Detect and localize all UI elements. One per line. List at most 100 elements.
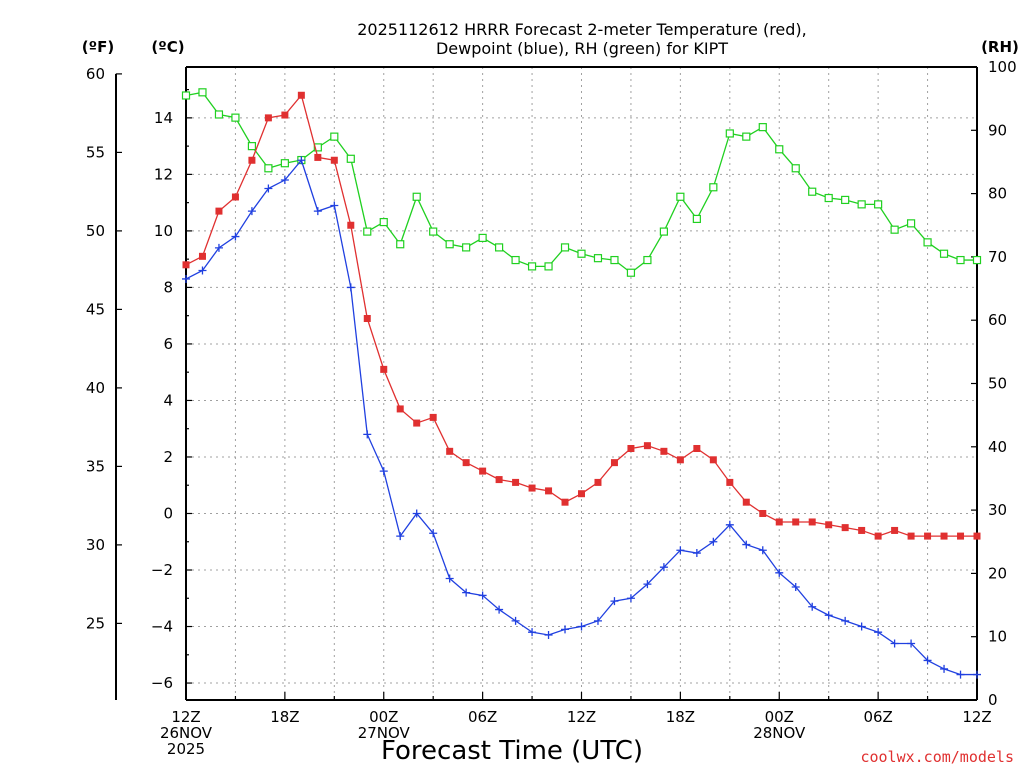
temperature-point (198, 252, 206, 260)
dewpoint-point (973, 670, 981, 679)
temperature-point (495, 476, 503, 484)
dewpoint-point (313, 207, 322, 216)
dewpoint-point (247, 207, 256, 216)
rh-point (692, 214, 701, 224)
rh-point (841, 195, 850, 205)
temperature-point (479, 467, 487, 475)
dewpoint-point (478, 591, 487, 600)
dewpoint-point (824, 611, 833, 620)
temperature-point (545, 487, 553, 495)
dewpoint-point (445, 574, 454, 583)
rh-point (280, 159, 289, 168)
x-tick-label: 12Z (171, 708, 200, 726)
temperature-point (874, 532, 882, 540)
temperature-point (396, 405, 404, 413)
dewpoint-point (297, 156, 306, 165)
temperature-point (248, 156, 256, 164)
rh-tick-label: 10 (988, 628, 1007, 646)
temperature-point (726, 478, 734, 486)
dewpoint-point (610, 597, 619, 606)
celsius-tick-label: 4 (163, 391, 173, 409)
dewpoint-point (182, 274, 190, 283)
temperature-point (957, 532, 965, 540)
celsius-tick-label: 2 (163, 448, 173, 466)
rh-point (560, 243, 570, 252)
rh-tick-label: 70 (988, 248, 1007, 266)
dewpoint-point (593, 616, 602, 625)
x-axis-title: Forecast Time (UTC) (381, 736, 643, 766)
x-tick-label: 27NOV (358, 724, 411, 742)
celsius-tick-label: 14 (154, 109, 173, 127)
rh-point (890, 225, 899, 234)
chart-title-line-1: 2025112612 HRRR Forecast 2-meter Tempera… (357, 20, 807, 39)
rh-point (181, 91, 191, 100)
temperature-point (973, 532, 981, 540)
celsius-tick-label: 6 (163, 335, 173, 353)
temperature-point (264, 114, 272, 122)
rh-point (593, 254, 603, 263)
dewpoint-point (890, 639, 899, 648)
temperature-point (792, 518, 800, 526)
celsius-unit-label: (ºC) (151, 38, 184, 56)
temperature-point (578, 490, 585, 498)
dewpoint-line (185, 158, 977, 676)
fahrenheit-tick-label: 60 (86, 65, 105, 83)
fahrenheit-tick-label: 45 (86, 300, 105, 318)
fahrenheit-tick-label: 55 (86, 143, 105, 161)
fahrenheit-tick-label: 40 (86, 379, 105, 397)
temperature-point (841, 524, 849, 532)
dewpoint-point (544, 631, 553, 640)
rh-point (363, 227, 372, 236)
x-tick-label: 18Z (270, 708, 299, 726)
dewpoint-point (956, 670, 965, 679)
dewpoint-point (626, 594, 635, 603)
temperature-series (182, 91, 981, 540)
temperature-point (775, 518, 783, 526)
dewpoint-point (429, 529, 438, 538)
temperature-point (940, 532, 948, 540)
dewpoint-point (857, 622, 866, 631)
temperature-point (825, 521, 833, 529)
fahrenheit-tick-label: 35 (86, 457, 105, 475)
x-tick-label: 12Z (962, 708, 991, 726)
rh-point (214, 110, 224, 119)
x-tick-label: 2025 (167, 740, 205, 758)
dewpoint-point (231, 232, 240, 241)
x-tick-label: 06Z (863, 708, 892, 726)
temperature-point (907, 532, 915, 540)
rh-point (544, 262, 553, 271)
dewpoint-point (462, 588, 471, 597)
temperature-point (709, 456, 717, 464)
temperature-point (314, 153, 322, 161)
dewpoint-point (742, 540, 751, 549)
dewpoint-point (874, 628, 883, 637)
rh-point (775, 145, 784, 154)
rh-series (181, 88, 982, 277)
temperature-point (561, 498, 569, 506)
celsius-tick-label: −6 (151, 674, 173, 692)
temperature-point (808, 518, 816, 526)
x-tick-label: 06Z (468, 708, 497, 726)
temperature-point (182, 261, 190, 269)
rh-point (396, 240, 405, 249)
rh-point (643, 255, 652, 265)
temperature-point (610, 459, 618, 467)
rh-tick-label: 50 (988, 375, 1007, 393)
dewpoint-point (379, 467, 388, 476)
dewpoint-point (577, 622, 586, 631)
temperature-point (297, 91, 305, 99)
dewpoint-point (280, 176, 289, 185)
dewpoint-point (495, 605, 504, 614)
rh-point (445, 240, 454, 249)
dewpoint-point (791, 582, 800, 591)
rh-point (791, 164, 800, 173)
dewpoint-point (561, 625, 570, 634)
rh-point (923, 238, 932, 247)
x-tick-label: 00Z (369, 708, 398, 726)
credit-text: coolwx.com/models (860, 748, 1014, 766)
rh-point (379, 217, 388, 227)
rh-point (725, 129, 734, 138)
temperature-point (924, 532, 932, 540)
celsius-tick-label: 8 (163, 278, 173, 296)
